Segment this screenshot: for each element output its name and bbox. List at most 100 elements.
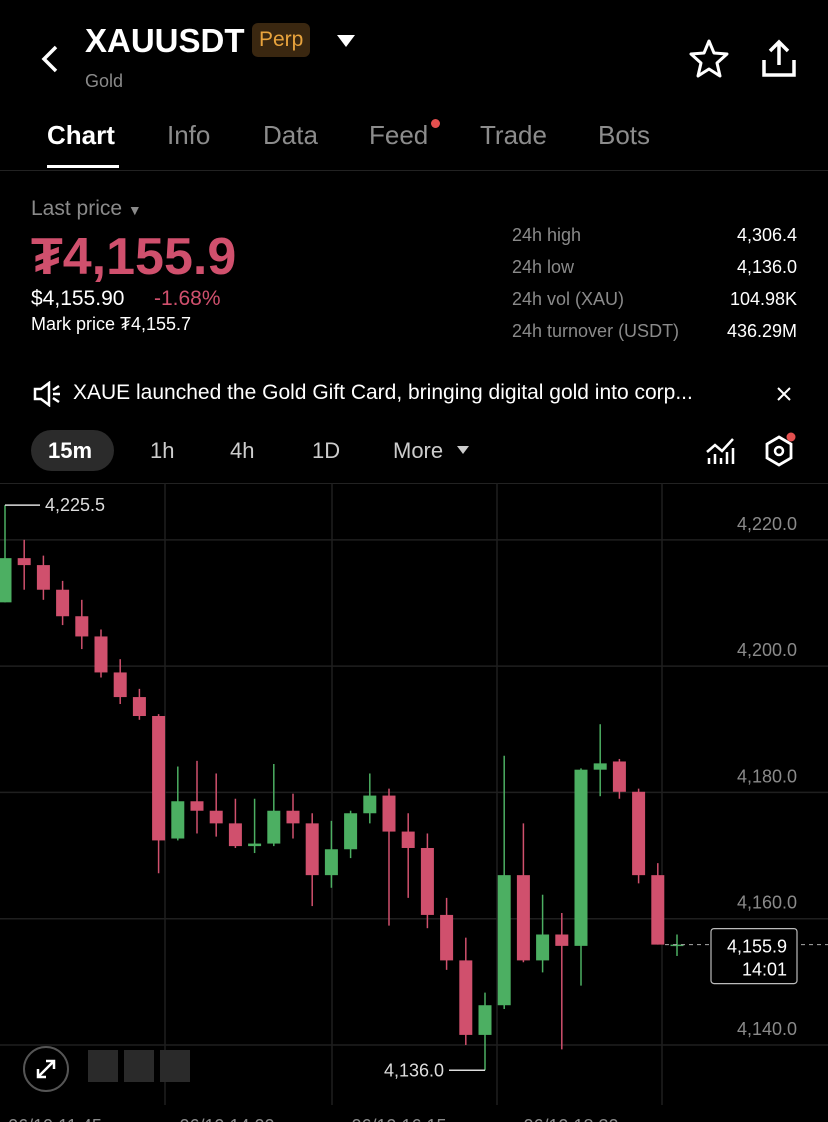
candle-body: [305, 823, 319, 876]
watermark: [124, 1050, 154, 1082]
tab[interactable]: Trade: [480, 120, 547, 150]
candle-body: [36, 565, 50, 590]
share-icon[interactable]: [758, 38, 800, 80]
stat-label: 24h vol (XAU): [512, 289, 625, 309]
interval[interactable]: More: [393, 438, 444, 463]
candle-body: [516, 875, 530, 961]
interval-pill: [31, 430, 114, 471]
stat-label: 24h high: [512, 225, 582, 245]
usd-price: $4,155.90: [31, 287, 125, 310]
candle-body: [17, 558, 31, 566]
x-tick-label: 06/19 18:30: [523, 1116, 618, 1122]
y-tick-label: 4,180.0: [737, 766, 797, 786]
close-icon[interactable]: [776, 386, 792, 402]
y-tick-label: 4,160.0: [737, 893, 797, 913]
candle-body: [478, 1005, 492, 1035]
candle-body: [574, 769, 588, 946]
asset-name: Gold: [85, 71, 124, 91]
stat-value: 104.98K: [729, 289, 797, 309]
last-price-label: 4,155.9: [727, 937, 787, 957]
candle-body: [75, 616, 89, 637]
candle-body: [94, 636, 108, 673]
candle-body: [382, 795, 396, 832]
price-change: -1.68%: [154, 287, 221, 310]
dropdown-icon[interactable]: [336, 34, 356, 48]
y-tick-label: 4,220.0: [737, 514, 797, 534]
candle-body: [132, 697, 146, 717]
tab[interactable]: Info: [167, 120, 211, 150]
tab-underline: [47, 165, 119, 168]
candle-body: [536, 934, 550, 961]
divider: [0, 170, 828, 171]
watermark: [88, 1050, 118, 1082]
last-price-label: Last price ▼: [31, 197, 142, 220]
feed-dot: [431, 119, 440, 128]
indicator-icon[interactable]: [704, 436, 736, 466]
candle-body: [612, 761, 626, 792]
watermark: [160, 1050, 190, 1082]
stat-label: 24h turnover (USDT): [512, 321, 680, 341]
tab[interactable]: Bots: [598, 120, 651, 150]
interval[interactable]: 1h: [150, 438, 175, 463]
mark-price: Mark price ₮4,155.7: [31, 314, 192, 334]
tab[interactable]: Chart: [47, 120, 115, 150]
candle-body: [152, 716, 166, 841]
candle-body: [420, 847, 434, 915]
candle-body: [286, 810, 300, 824]
candle-body: [248, 843, 262, 847]
candle-body: [267, 810, 281, 844]
label: Last price: [31, 197, 123, 220]
last-price-box: [710, 928, 798, 985]
last-price: ₮4,155.9: [31, 228, 237, 286]
tab[interactable]: Data: [263, 120, 318, 150]
candle-body: [401, 831, 415, 848]
candle-body: [497, 875, 511, 1006]
low-label: 4,136.0: [384, 1060, 444, 1080]
candle-body: [0, 558, 12, 603]
candle-body: [632, 791, 646, 876]
candlestick-chart: 4,140.0 4,160.0 4,180.0 4,200.0 4,220.0 06/19…: [0, 483, 828, 1122]
candle-body: [363, 795, 377, 814]
candle-body: [113, 672, 127, 698]
x-tick-label: 06/19 11:45: [8, 1116, 102, 1122]
high-label: 4,225.5: [45, 495, 105, 515]
candle-body: [344, 813, 358, 850]
y-tick-label: 4,200.0: [737, 640, 797, 660]
expand-button[interactable]: [23, 1046, 69, 1092]
candle-body: [190, 801, 204, 811]
x-tick-label: 06/19 14:00: [179, 1116, 274, 1122]
candle-body: [440, 914, 454, 961]
interval[interactable]: 4h: [230, 438, 255, 463]
symbol: XAUUSDT: [85, 22, 245, 59]
candle-body: [56, 589, 70, 617]
speaker-icon: [33, 381, 60, 407]
countdown: 14:01: [742, 960, 787, 980]
stat-value: 4,306.4: [736, 225, 797, 245]
more-arrow[interactable]: [456, 445, 470, 455]
y-tick-label: 4,140.0: [737, 1019, 797, 1039]
candle-body: [324, 849, 338, 876]
badge: Perp: [252, 23, 311, 57]
divider: [0, 483, 828, 484]
candle-body: [459, 960, 473, 1035]
candle-body: [228, 823, 242, 847]
announcement[interactable]: XAUE launched the Gold Gift Card, bringi…: [73, 381, 693, 404]
candle-body: [555, 934, 569, 946]
stat-value: 436.29M: [726, 321, 797, 341]
expand-icon: [36, 1059, 56, 1079]
x-tick-label: 06/19 16:15: [351, 1116, 446, 1122]
candle-body: [171, 801, 185, 839]
candle-body: [651, 875, 665, 945]
favorite-icon[interactable]: [688, 38, 730, 80]
stat-label: 24h low: [512, 257, 575, 277]
settings-icon[interactable]: [764, 432, 796, 468]
candle-body: [209, 810, 223, 824]
candle-body: [593, 763, 607, 770]
interval[interactable]: 15m: [48, 438, 93, 463]
candle-body: [670, 944, 684, 947]
tab[interactable]: Feed: [369, 120, 429, 150]
stat-value: 4,136.0: [736, 257, 797, 277]
interval[interactable]: 1D: [312, 438, 341, 463]
back-button[interactable]: [38, 44, 62, 74]
